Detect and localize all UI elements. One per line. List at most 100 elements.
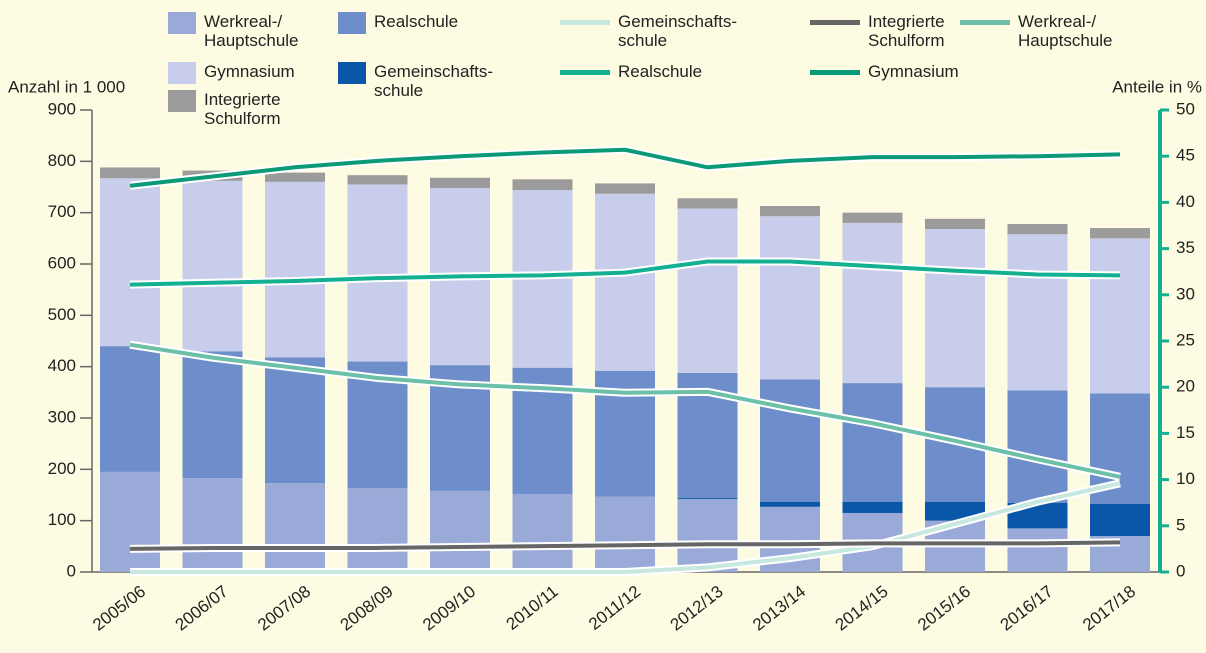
bar-segment: [677, 498, 738, 500]
bar-segment: [512, 179, 573, 191]
y2-tick-label: 15: [1176, 423, 1195, 442]
y2-tick-label: 5: [1176, 515, 1185, 534]
bar-segment: [512, 493, 573, 572]
x-tick-label: 2007/08: [254, 582, 314, 635]
legend-swatch: [168, 12, 196, 34]
bar-segment: [182, 180, 243, 352]
bar-segment: [677, 499, 738, 572]
bar-segment: [265, 357, 325, 484]
x-tick-label: 2005/06: [89, 582, 149, 635]
x-tick-label: 2010/11: [503, 582, 562, 634]
bar-segment: [842, 383, 903, 502]
bar-segment: [265, 172, 325, 182]
bar-segment: [677, 198, 738, 209]
bar-segment: [842, 222, 903, 384]
legend-swatch: [168, 90, 196, 112]
legend-label: Gymnasium: [868, 62, 959, 81]
x-tick-label: 2012/13: [667, 582, 727, 635]
line: [129, 147, 1121, 188]
y2-axis-label: Anteile in %: [1112, 77, 1202, 96]
y2-tick-label: 35: [1176, 238, 1195, 257]
y-tick-label: 900: [48, 99, 76, 118]
bar-segment: [1007, 390, 1068, 503]
x-tick-label: 2008/09: [337, 582, 397, 635]
bar-segment: [595, 193, 655, 371]
line: [129, 342, 1121, 479]
bar-segment: [842, 212, 903, 223]
y-tick-label: 400: [48, 356, 76, 375]
legend-line: [560, 20, 610, 25]
legend-label: Werkreal-/ Hauptschule: [204, 12, 299, 50]
y2-tick-label: 30: [1176, 284, 1195, 303]
x-tick-label: 2014/15: [832, 582, 892, 635]
bar-segment: [100, 178, 160, 347]
y2-tick-label: 20: [1176, 377, 1195, 396]
x-tick-label: 2017/18: [1079, 582, 1139, 635]
line: [130, 481, 1121, 574]
bar-segment: [430, 177, 490, 189]
legend-label: Realschule: [618, 62, 703, 81]
y2-tick-label: 50: [1176, 99, 1195, 118]
bar-segment: [760, 205, 820, 217]
bar-segment: [1090, 228, 1150, 239]
bar-segment: [1007, 223, 1068, 235]
y-tick-label: 700: [48, 202, 76, 221]
legend-label: Gemeinschafts- schule: [618, 12, 738, 50]
legend-label: Realschule: [374, 12, 459, 31]
y-tick-label: 500: [48, 305, 76, 324]
y-tick-label: 0: [67, 561, 76, 580]
legend-line: [810, 70, 860, 75]
bar-segment: [347, 488, 408, 572]
line: [129, 259, 1121, 287]
y-tick-label: 100: [48, 510, 76, 529]
bar-segment: [347, 175, 408, 185]
y-tick-label: 800: [48, 151, 76, 170]
bar-segment: [182, 478, 243, 572]
legend-line: [960, 20, 1010, 25]
legend-swatch: [168, 62, 196, 84]
bar-segment: [760, 501, 820, 507]
bar-segment: [265, 483, 325, 572]
bar-segment: [1090, 238, 1150, 394]
y-tick-label: 600: [48, 253, 76, 272]
bar-segment: [925, 229, 985, 388]
y-tick-label: 300: [48, 407, 76, 426]
legend-label: Integrierte Schulform: [204, 90, 281, 128]
bar-segment: [595, 183, 655, 194]
x-tick-label: 2011/12: [585, 582, 644, 634]
bar-segment: [1090, 503, 1150, 537]
bar-segment: [100, 346, 160, 472]
bar-segment: [595, 496, 655, 572]
x-tick-label: 2009/10: [419, 582, 479, 635]
bar-segment: [430, 490, 490, 572]
y2-tick-label: 45: [1176, 146, 1195, 165]
bar-segment: [100, 471, 160, 572]
y2-tick-label: 0: [1176, 561, 1185, 580]
bar-segment: [265, 181, 325, 358]
legend-line: [810, 20, 860, 25]
legend-label: Integrierte Schulform: [868, 12, 945, 50]
y-axis-label: Anzahl in 1 000: [8, 77, 125, 96]
bar-segment: [1007, 234, 1068, 391]
x-tick-label: 2006/07: [172, 582, 232, 635]
bar-segment: [100, 167, 160, 179]
legend-label: Gemeinschafts- schule: [374, 62, 494, 100]
legend-line: [560, 70, 610, 75]
legend-swatch: [338, 12, 366, 34]
x-tick-label: 2016/17: [997, 582, 1057, 635]
legend-label: Werkreal-/ Hauptschule: [1018, 12, 1113, 50]
legend-label: Gymnasium: [204, 62, 295, 81]
y2-tick-label: 10: [1176, 469, 1195, 488]
y2-tick-label: 25: [1176, 330, 1195, 349]
bar-segment: [760, 216, 820, 380]
bar-segment: [347, 184, 408, 362]
y2-tick-label: 40: [1176, 192, 1195, 211]
bar-segment: [182, 351, 243, 479]
bar-segment: [925, 218, 985, 230]
legend-swatch: [338, 62, 366, 84]
bar-segment: [677, 208, 738, 373]
x-tick-label: 2013/14: [749, 582, 809, 635]
line: [129, 540, 1121, 551]
